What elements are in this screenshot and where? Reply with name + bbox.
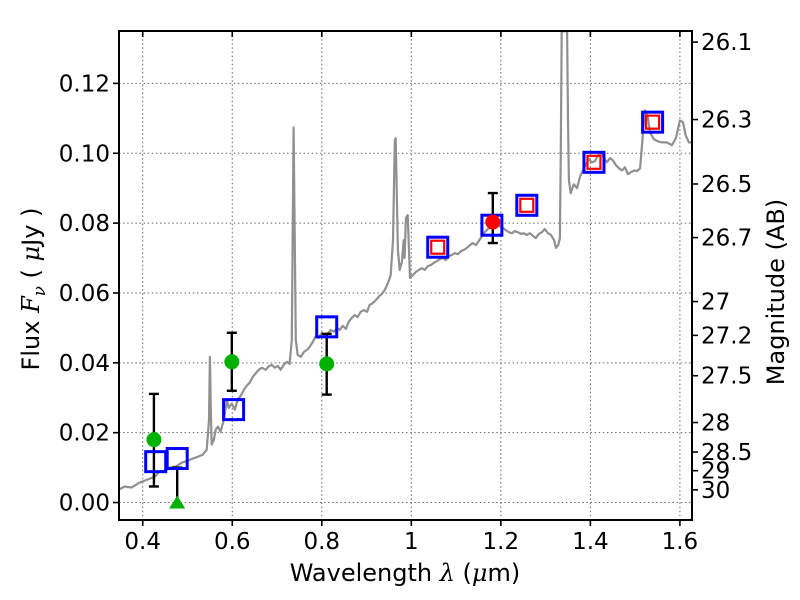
red-open-squares-marker [586,154,602,170]
x-tick-label: 1.2 [483,529,520,555]
model-spectrum-line [119,31,692,491]
y-tick-flux-label: 0.04 [59,351,110,377]
red-filled-circle-marker [485,214,501,230]
green-upper-limit-triangle-marker [169,495,186,509]
y-tick-mag-label: 29 [701,459,730,485]
y-axis-label-flux: Flux Fν ( μJy ) [17,207,49,371]
y-tick-flux-label: 0.10 [59,141,110,167]
x-tick-label: 1 [404,529,419,555]
blue-open-squares-marker [641,110,665,134]
y-tick-flux-label: 0.08 [59,211,110,237]
green-upper-limit-triangle [169,495,186,509]
y-tick-mag-label: 26.5 [701,172,752,198]
x-tick-label: 1.4 [572,529,609,555]
x-tick-label: 0.6 [214,529,251,555]
red-filled-circle [485,214,501,230]
y-tick-mag-label: 30 [701,478,730,504]
blue-open-squares-marker [144,450,168,474]
blue-open-squares-marker [222,398,246,422]
red-open-squares-marker [430,239,446,255]
red-open-squares-marker [645,114,661,130]
green-filled-circles-marker [146,432,162,448]
x-tick-label: 0.8 [303,529,340,555]
blue-open-squares-marker [426,235,450,259]
red-open-squares-marker [519,197,535,213]
blue-open-squares [144,110,665,474]
y-tick-flux-label: 0.00 [59,491,110,517]
x-axis-label: Wavelength λ (μm) [289,559,521,587]
green-filled-circles-marker [224,354,240,370]
y-tick-mag-label: 28.5 [701,440,752,466]
x-tick-label: 0.4 [124,529,161,555]
tick-marks [113,31,698,526]
blue-open-squares-marker [515,193,539,217]
y-tick-mag-label: 26.3 [701,108,752,134]
y-tick-mag-label: 27 [701,290,730,316]
y-tick-mag-label: 26.7 [701,226,752,252]
blue-open-squares-marker [315,315,339,339]
y-axis-label-magnitude: Magnitude (AB) [762,198,790,386]
y-tick-mag-label: 26.1 [701,30,752,56]
tick-labels: 0.4 0.6 0.8 1 1.2 1.4 1.6 0.00 0.02 0.04 0.06 0.08 0… [59,30,752,555]
y-tick-mag-label: 28 [701,411,730,437]
y-tick-flux-label: 0.02 [59,421,110,447]
x-tick-label: 1.6 [662,529,699,555]
blue-open-squares-marker [165,447,189,471]
y-tick-flux-label: 0.06 [59,281,110,307]
plot-frame [118,30,693,521]
green-filled-circles-marker [319,356,335,372]
red-open-squares [430,114,661,255]
green-filled-circles [146,354,335,448]
y-tick-mag-label: 27.2 [701,323,752,349]
y-tick-flux-label: 0.12 [59,71,110,97]
y-tick-mag-label: 27.5 [701,364,752,390]
spectrum-polyline [119,31,692,491]
blue-open-squares-marker [582,150,606,174]
gridlines [119,31,692,520]
